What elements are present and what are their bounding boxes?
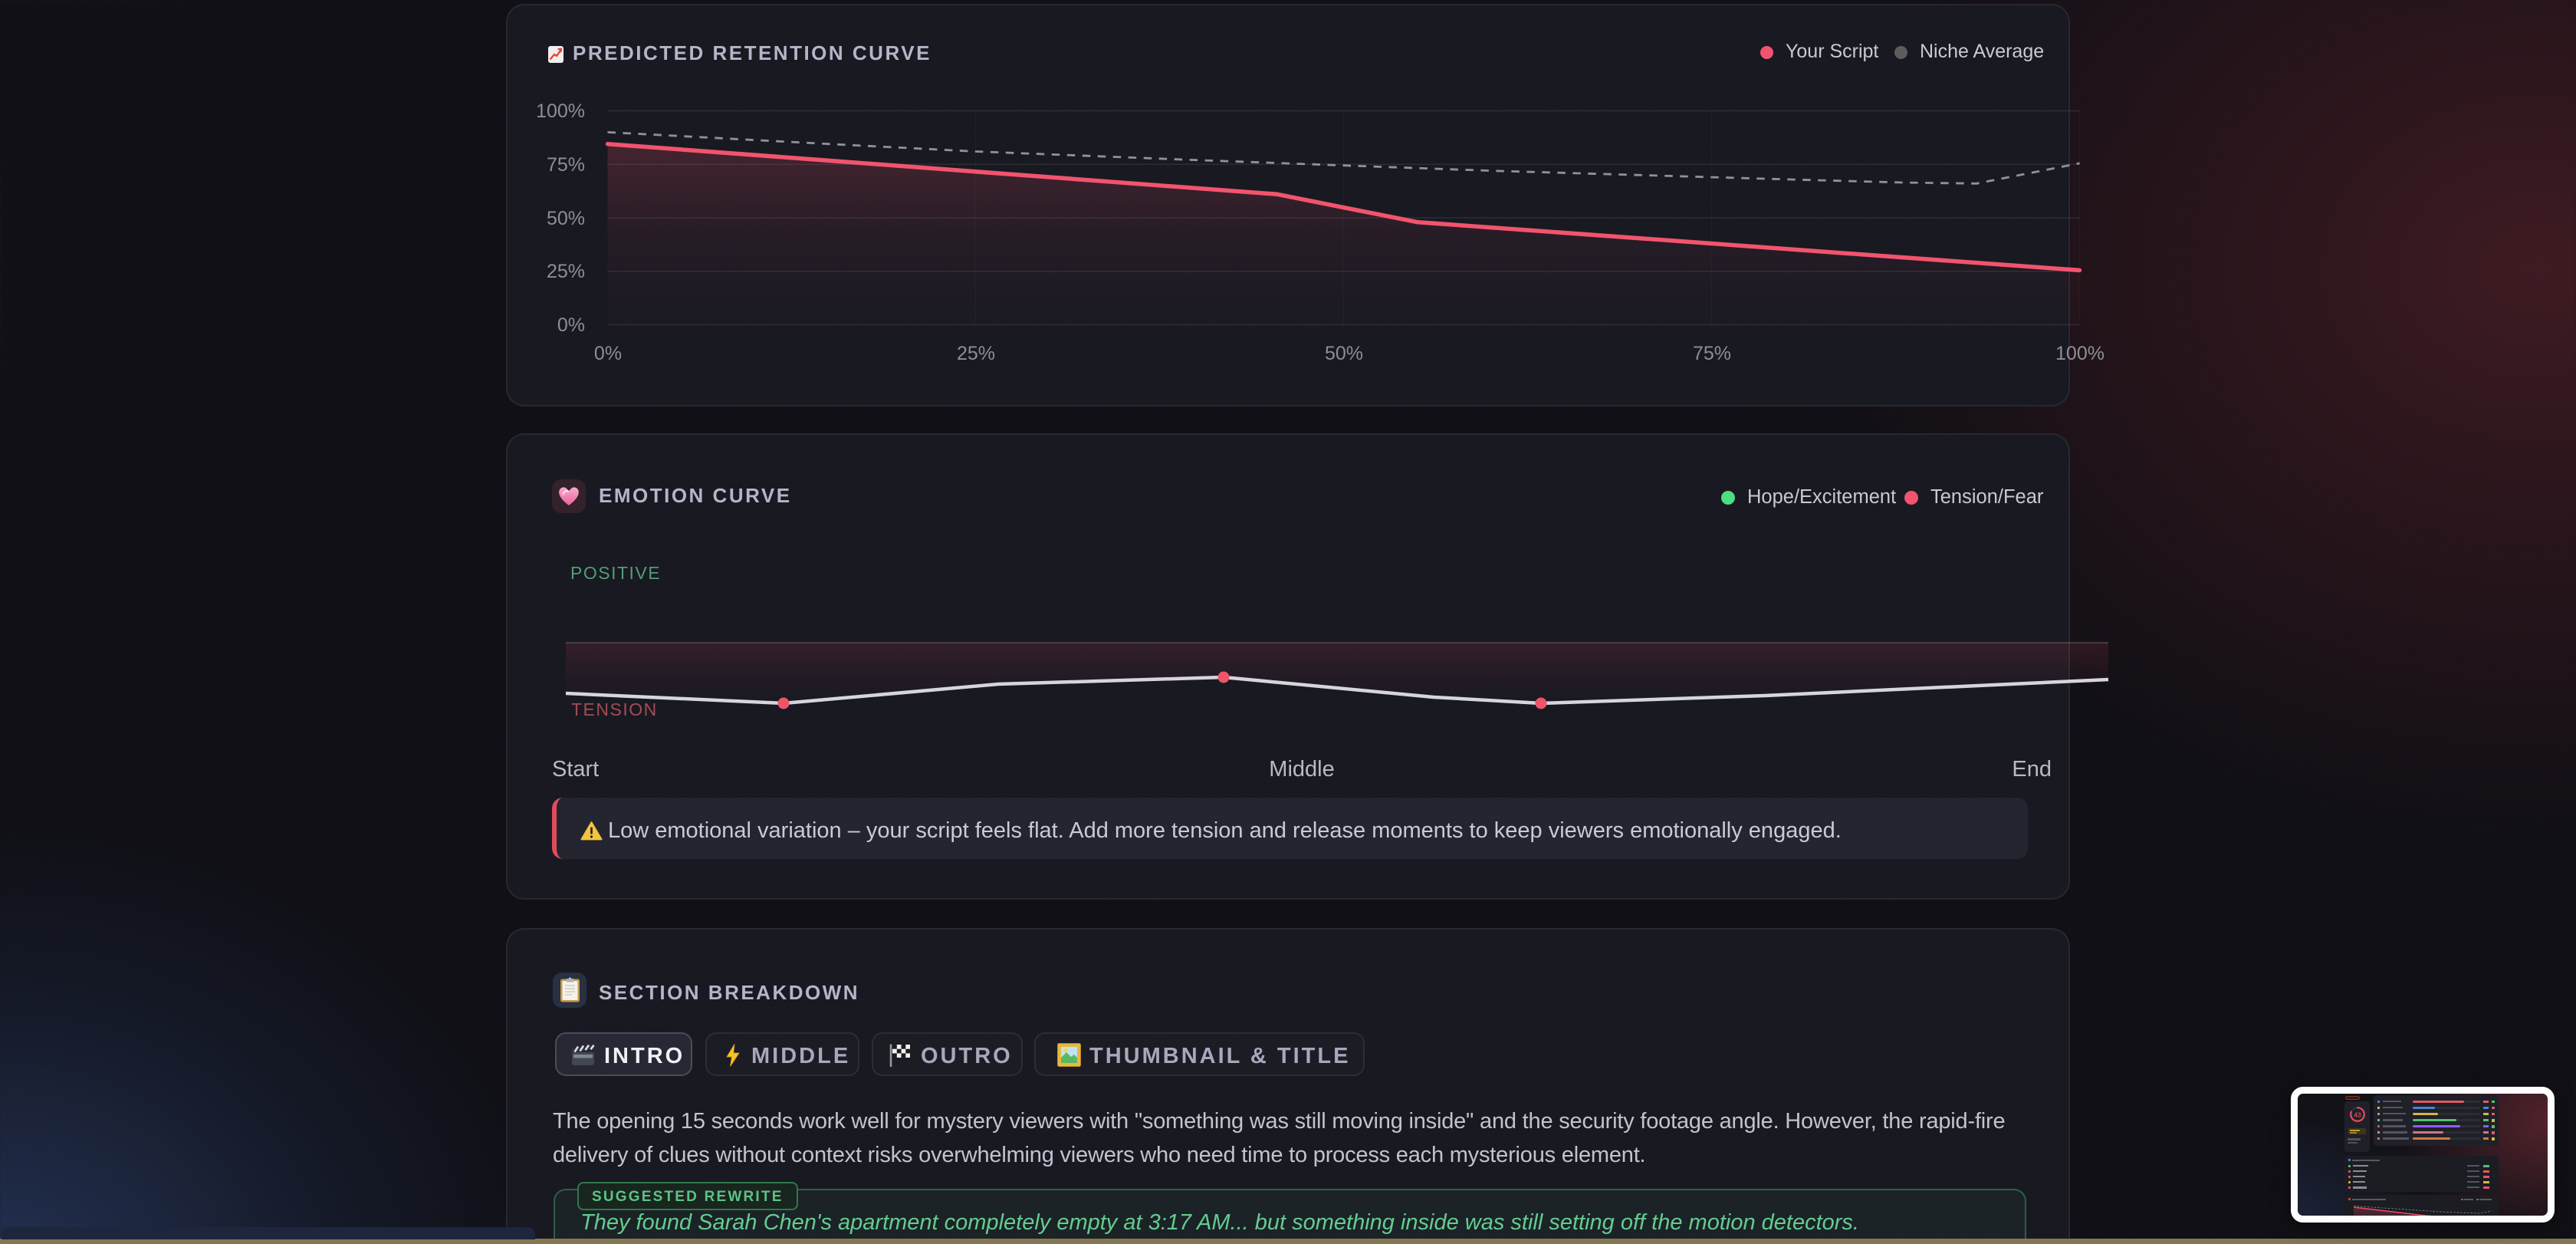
svg-text:43: 43 xyxy=(2354,1111,2361,1119)
